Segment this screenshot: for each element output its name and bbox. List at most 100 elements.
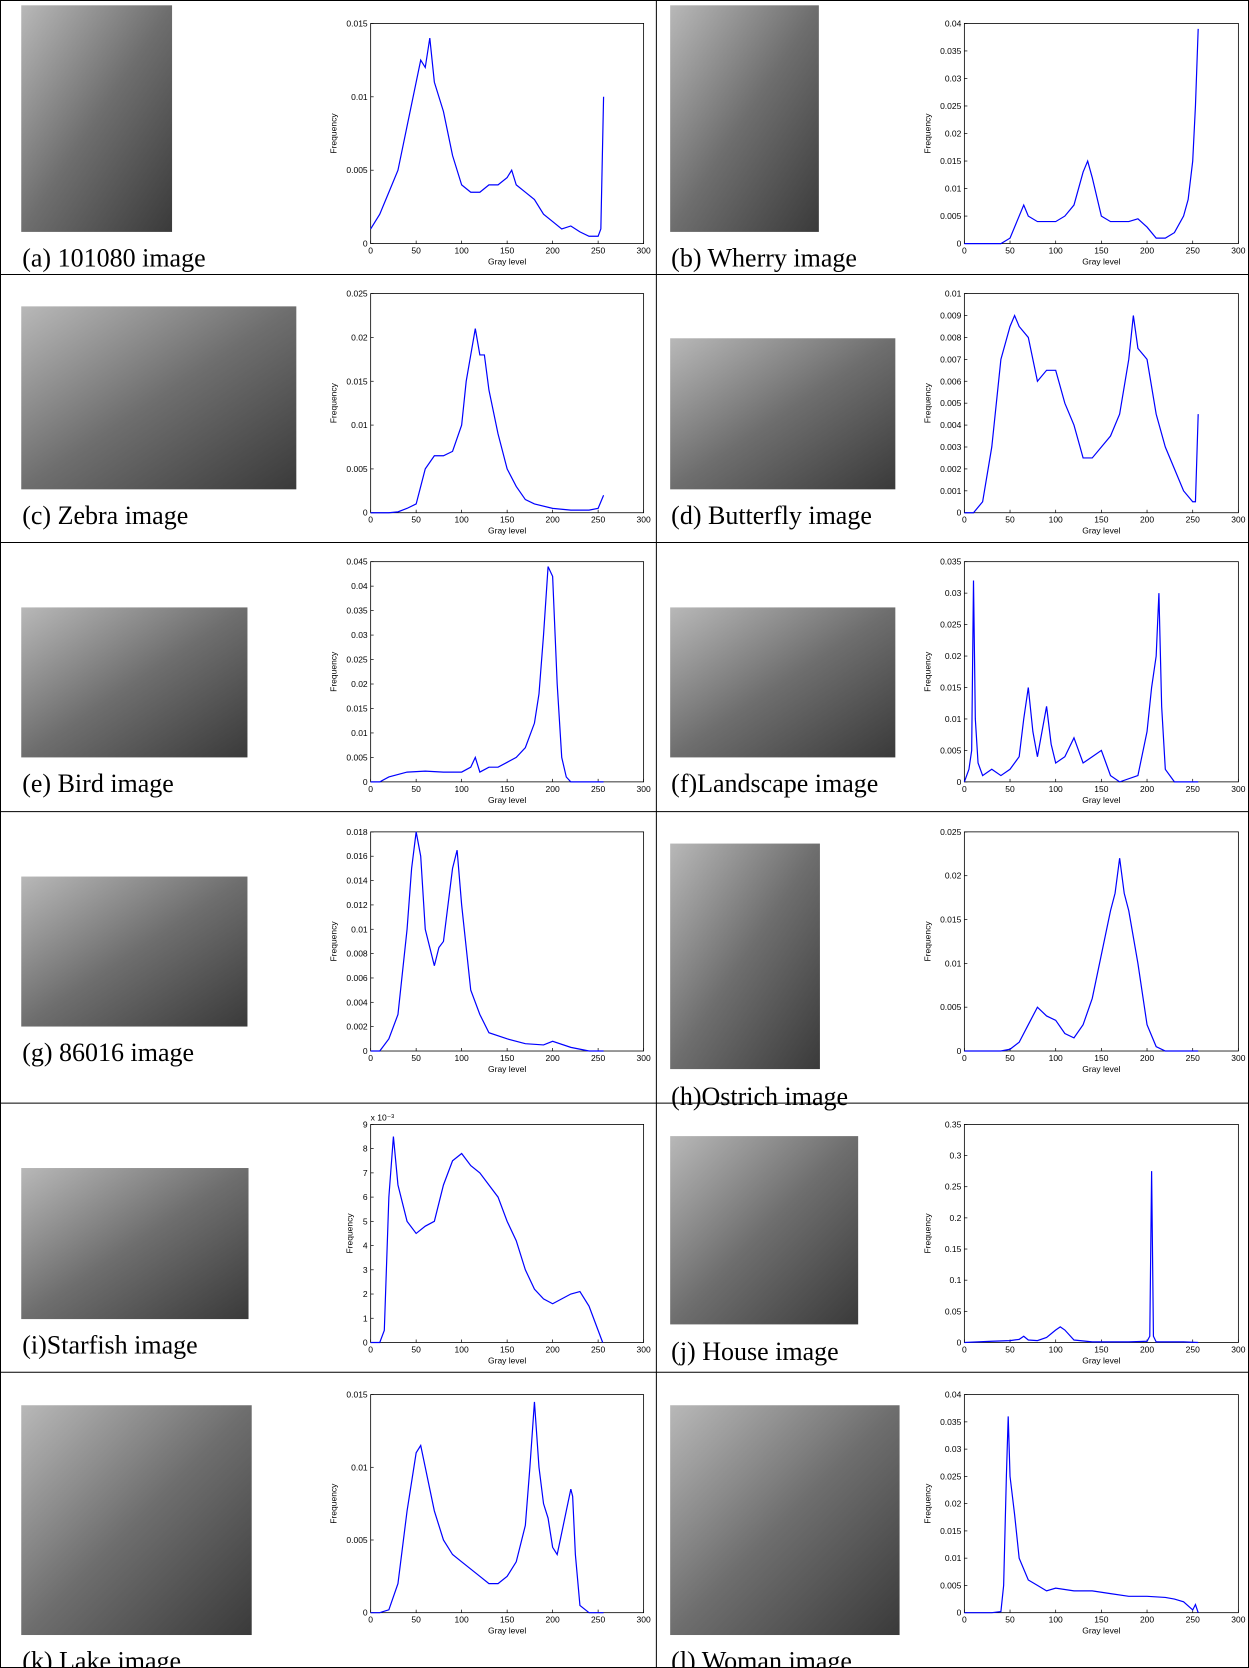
y-tick-label: 0.01 xyxy=(945,714,962,724)
x-tick-label: 50 xyxy=(411,246,421,256)
y-tick-label: 0.016 xyxy=(346,851,368,861)
x-tick-label: 150 xyxy=(500,1344,514,1354)
x-tick-label: 150 xyxy=(1094,784,1108,794)
y-tick-label: 0 xyxy=(363,239,368,249)
y-tick-label: 0.012 xyxy=(346,900,368,910)
y-tick-label: 0.02 xyxy=(945,1499,962,1509)
photo xyxy=(670,5,819,232)
photo xyxy=(21,1168,248,1319)
x-tick-label: 250 xyxy=(1186,784,1200,794)
y-tick-label: 0.015 xyxy=(940,683,962,693)
y-tick-label: 0.009 xyxy=(940,311,962,321)
x-tick-label: 150 xyxy=(1094,246,1108,256)
y-tick-label: 0 xyxy=(957,1337,962,1347)
y-tick-label: 0.014 xyxy=(346,876,368,886)
x-tick-label: 100 xyxy=(1049,246,1063,256)
x-tick-label: 50 xyxy=(1005,784,1015,794)
y-tick-label: 0.01 xyxy=(351,1462,368,1472)
x-tick-label: 150 xyxy=(1094,515,1108,525)
caption: (j) House image xyxy=(671,1337,839,1366)
y-tick-label: 0.025 xyxy=(940,101,962,111)
y-axis-label: Frequency xyxy=(329,382,339,423)
y-tick-label: 0.01 xyxy=(945,958,962,968)
y-tick-label: 0.005 xyxy=(940,1580,962,1590)
plot-frame xyxy=(964,832,1238,1051)
x-tick-label: 0 xyxy=(962,515,967,525)
x-tick-label: 200 xyxy=(1140,784,1154,794)
x-tick-label: 200 xyxy=(1140,515,1154,525)
x-tick-label: 300 xyxy=(637,246,651,256)
y-tick-label: 0.007 xyxy=(940,354,962,364)
x-axis-label: Gray level xyxy=(488,1355,526,1365)
y-tick-label: 0.01 xyxy=(945,184,962,194)
y-tick-label: 0.025 xyxy=(346,289,368,299)
figure: (a) 101080 image05010015020025030000.005… xyxy=(0,0,1249,1668)
panel: (g) 86016 image05010015020025030000.0020… xyxy=(21,827,651,1074)
y-tick-label: 0.003 xyxy=(940,442,962,452)
x-tick-label: 250 xyxy=(1186,1053,1200,1063)
caption: (l) Woman image xyxy=(671,1647,852,1668)
y-tick-label: 0.01 xyxy=(351,728,368,738)
x-tick-label: 250 xyxy=(591,784,605,794)
x-tick-label: 0 xyxy=(962,1344,967,1354)
x-tick-label: 50 xyxy=(1005,246,1015,256)
y-tick-label: 0.004 xyxy=(346,997,368,1007)
y-tick-label: 0.02 xyxy=(945,651,962,661)
y-tick-label: 0.002 xyxy=(346,1022,368,1032)
y-tick-label: 0.03 xyxy=(945,73,962,83)
panel: (a) 101080 image05010015020025030000.005… xyxy=(21,5,651,272)
y-axis-label: Frequency xyxy=(922,382,932,423)
x-tick-label: 200 xyxy=(1140,246,1154,256)
photo xyxy=(21,877,247,1027)
x-tick-label: 50 xyxy=(411,1344,421,1354)
y-tick-label: 0.015 xyxy=(940,915,962,925)
y-tick-label: 0.015 xyxy=(346,1390,368,1400)
plot-frame xyxy=(964,562,1238,782)
x-tick-label: 100 xyxy=(1049,784,1063,794)
x-axis-label: Gray level xyxy=(1082,1626,1120,1636)
x-tick-label: 250 xyxy=(591,1615,605,1625)
x-tick-label: 300 xyxy=(1231,1615,1245,1625)
y-tick-label: 0.035 xyxy=(940,1417,962,1427)
x-tick-label: 150 xyxy=(500,784,514,794)
y-tick-label: 0.015 xyxy=(346,18,368,28)
y-tick-label: 0.2 xyxy=(950,1213,962,1223)
x-tick-label: 300 xyxy=(1231,515,1245,525)
y-tick-label: 4 xyxy=(363,1241,368,1251)
y-axis-label: Frequency xyxy=(345,1213,355,1254)
y-tick-label: 0 xyxy=(957,239,962,249)
x-tick-label: 250 xyxy=(591,515,605,525)
y-tick-label: 0 xyxy=(363,1046,368,1056)
y-tick-label: 0.006 xyxy=(940,376,962,386)
x-tick-label: 100 xyxy=(455,246,469,256)
x-tick-label: 300 xyxy=(637,515,651,525)
panel: (c) Zebra image05010015020025030000.0050… xyxy=(21,289,651,536)
y-tick-label: 0.03 xyxy=(945,1444,962,1454)
x-tick-label: 250 xyxy=(591,1344,605,1354)
y-tick-label: 0.035 xyxy=(940,557,962,567)
y-tick-label: 0.04 xyxy=(945,18,962,28)
y-tick-label: 0.1 xyxy=(950,1275,962,1285)
caption: (k) Lake image xyxy=(22,1647,181,1668)
y-axis-label: Frequency xyxy=(922,651,932,692)
x-axis-label: Gray level xyxy=(1082,1064,1120,1074)
y-tick-label: 3 xyxy=(363,1265,368,1275)
plot-frame xyxy=(964,294,1238,513)
y-tick-label: 0.035 xyxy=(940,46,962,56)
x-axis-label: Gray level xyxy=(1082,795,1120,805)
y-tick-label: 9 xyxy=(363,1119,368,1129)
x-tick-label: 150 xyxy=(500,515,514,525)
caption: (c) Zebra image xyxy=(22,501,188,530)
panel: (h)Ostrich image05010015020025030000.005… xyxy=(670,827,1246,1111)
y-tick-label: 0.035 xyxy=(346,606,368,616)
y-tick-label: 0.025 xyxy=(940,1471,962,1481)
y-tick-label: 0 xyxy=(363,777,368,787)
x-axis-label: Gray level xyxy=(488,1064,526,1074)
x-tick-label: 0 xyxy=(368,1615,373,1625)
x-tick-label: 100 xyxy=(455,515,469,525)
x-tick-label: 0 xyxy=(962,1615,967,1625)
y-tick-label: 0.025 xyxy=(346,655,368,665)
y-tick-label: 0.005 xyxy=(346,464,368,474)
x-tick-label: 0 xyxy=(962,246,967,256)
caption: (g) 86016 image xyxy=(22,1038,194,1067)
